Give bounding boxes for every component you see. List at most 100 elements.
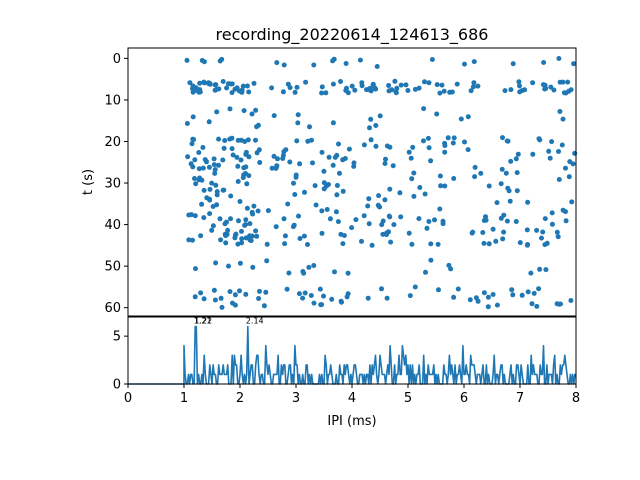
scatter-point (367, 125, 372, 131)
scatter-point (483, 214, 488, 220)
scatter-point (211, 162, 217, 168)
scatter-point (290, 224, 296, 230)
scatter-point (214, 192, 220, 198)
scatter-point (440, 218, 446, 224)
scatter-point (201, 187, 207, 193)
scatter-point (454, 81, 460, 87)
scatter-point (209, 180, 215, 186)
scatter-point (438, 183, 444, 189)
scatter-point (334, 192, 340, 198)
scatter-point (368, 88, 374, 94)
scatter-point (549, 221, 555, 227)
scatter-point (282, 233, 288, 239)
histogram-y-ticks: 05 (113, 330, 128, 393)
scatter-point (565, 79, 571, 85)
scatter-point (219, 304, 225, 310)
scatter-point (204, 195, 210, 201)
scatter-point (335, 219, 341, 225)
scatter-point (386, 83, 392, 88)
scatter-point (326, 154, 332, 160)
scatter-point (230, 300, 235, 306)
scatter-point (380, 231, 386, 237)
scatter-point (450, 140, 456, 146)
scatter-point (403, 82, 409, 88)
scatter-point (570, 161, 576, 167)
scatter-point (210, 223, 216, 229)
scatter-point (475, 298, 481, 304)
scatter-point (330, 162, 336, 168)
scatter-point (442, 183, 448, 189)
scatter-point (389, 87, 395, 93)
scatter-point (530, 80, 536, 86)
scatter-point (311, 300, 317, 306)
scatter-point (253, 228, 259, 234)
scatter-point (239, 228, 244, 234)
scatter-point (534, 303, 540, 309)
scatter-point (442, 149, 448, 155)
scatter-point (560, 207, 566, 213)
scatter-point (446, 262, 452, 268)
scatter-point (256, 296, 262, 301)
scatter-point (563, 90, 569, 96)
scatter-point (462, 139, 467, 145)
scatter-point (421, 138, 426, 144)
scatter-point (384, 295, 390, 301)
scatter-point (490, 226, 496, 232)
scatter-point (190, 114, 196, 120)
scatter-point (435, 241, 441, 247)
scatter-point (494, 302, 500, 308)
scatter-point (236, 218, 241, 224)
scatter-point (294, 138, 300, 144)
scatter-point (434, 111, 440, 117)
scatter-point (220, 79, 226, 84)
scatter-point (271, 153, 277, 159)
scatter-point (255, 208, 261, 214)
scatter-point (563, 165, 568, 171)
scatter-point (470, 84, 476, 90)
scatter-point (517, 83, 522, 89)
scatter-point (193, 181, 199, 187)
scatter-point (340, 241, 346, 247)
scatter-point (213, 82, 219, 88)
scatter-point (398, 214, 404, 220)
histogram-x-tick-label: 7 (516, 391, 524, 406)
scatter-point (264, 258, 270, 264)
scatter-point (517, 89, 523, 95)
scatter-point (310, 160, 315, 166)
scatter-point (412, 284, 418, 290)
scatter-point (220, 187, 226, 193)
scatter-point (273, 224, 279, 230)
scatter-point (306, 264, 312, 270)
scatter-point (531, 290, 537, 296)
scatter-point (556, 56, 562, 61)
scatter-point (305, 242, 310, 247)
scatter-point (229, 81, 235, 87)
scatter-point (373, 143, 379, 149)
scatter-point (261, 303, 267, 309)
scatter-point (206, 164, 212, 170)
scatter-point (379, 286, 384, 292)
scatter-point (387, 214, 393, 220)
scatter-point (186, 237, 192, 243)
scatter-point (569, 199, 575, 205)
peak-label: 1.22 (194, 317, 212, 326)
scatter-point (359, 83, 365, 89)
scatter-point (324, 207, 330, 212)
scatter-point (345, 270, 351, 276)
scatter-point (211, 287, 217, 293)
scatter-point (537, 266, 543, 272)
scatter-point (472, 174, 478, 180)
scatter-point (199, 201, 205, 207)
scatter-point (321, 293, 326, 299)
scatter-point (281, 216, 287, 222)
scatter-point (189, 212, 194, 218)
scatter-point (536, 136, 542, 142)
scatter-point (467, 297, 473, 303)
scatter-point (251, 203, 257, 209)
scatter-point (211, 156, 217, 162)
scatter-point (207, 211, 213, 217)
scatter-point (255, 122, 261, 128)
scatter-point (313, 202, 319, 208)
scatter-point (237, 199, 243, 204)
scatter-point (377, 113, 383, 119)
